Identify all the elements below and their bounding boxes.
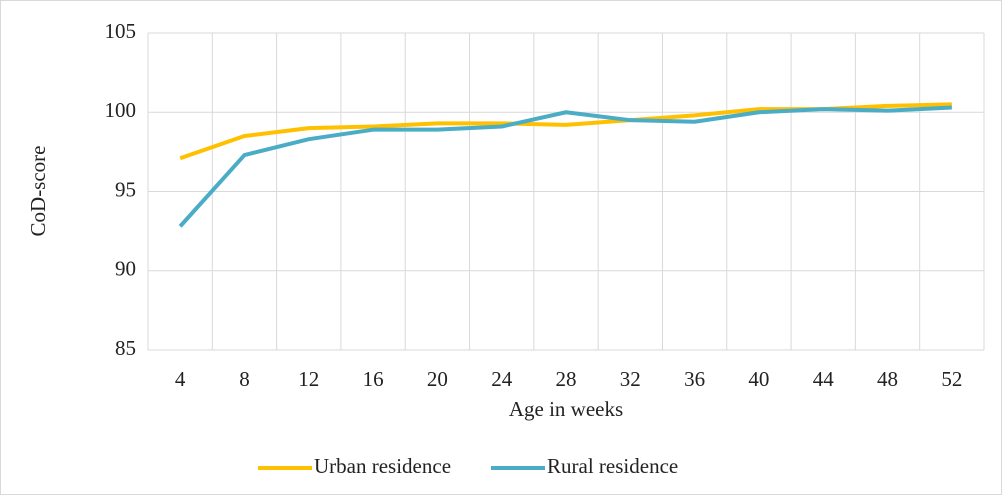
y-tick-label: 100: [105, 98, 137, 122]
y-tick-label: 85: [115, 336, 136, 360]
x-tick-label: 20: [427, 367, 448, 391]
y-tick-label: 90: [115, 257, 136, 281]
data-line: [178, 105, 952, 228]
x-tick-label: 48: [877, 367, 898, 391]
x-tick-label: 40: [748, 367, 769, 391]
x-tick-label: 8: [239, 367, 250, 391]
x-tick-label: 16: [363, 367, 384, 391]
x-axis-label: Age in weeks: [509, 397, 623, 421]
x-tick-label: 36: [684, 367, 705, 391]
x-tick-label: 52: [941, 367, 962, 391]
x-tick-label: 32: [620, 367, 641, 391]
y-tick-label: 105: [105, 19, 137, 43]
x-tick-label: 4: [175, 367, 186, 391]
y-tick-label: 95: [115, 177, 136, 201]
x-tick-label: 44: [813, 367, 835, 391]
x-tick-label: 28: [556, 367, 577, 391]
legend-label: Urban residence: [314, 454, 451, 478]
y-axis-label: CoD-score: [26, 146, 50, 237]
x-tick-label: 12: [298, 367, 319, 391]
legend-label: Rural residence: [547, 454, 678, 478]
x-tick-label: 24: [491, 367, 513, 391]
